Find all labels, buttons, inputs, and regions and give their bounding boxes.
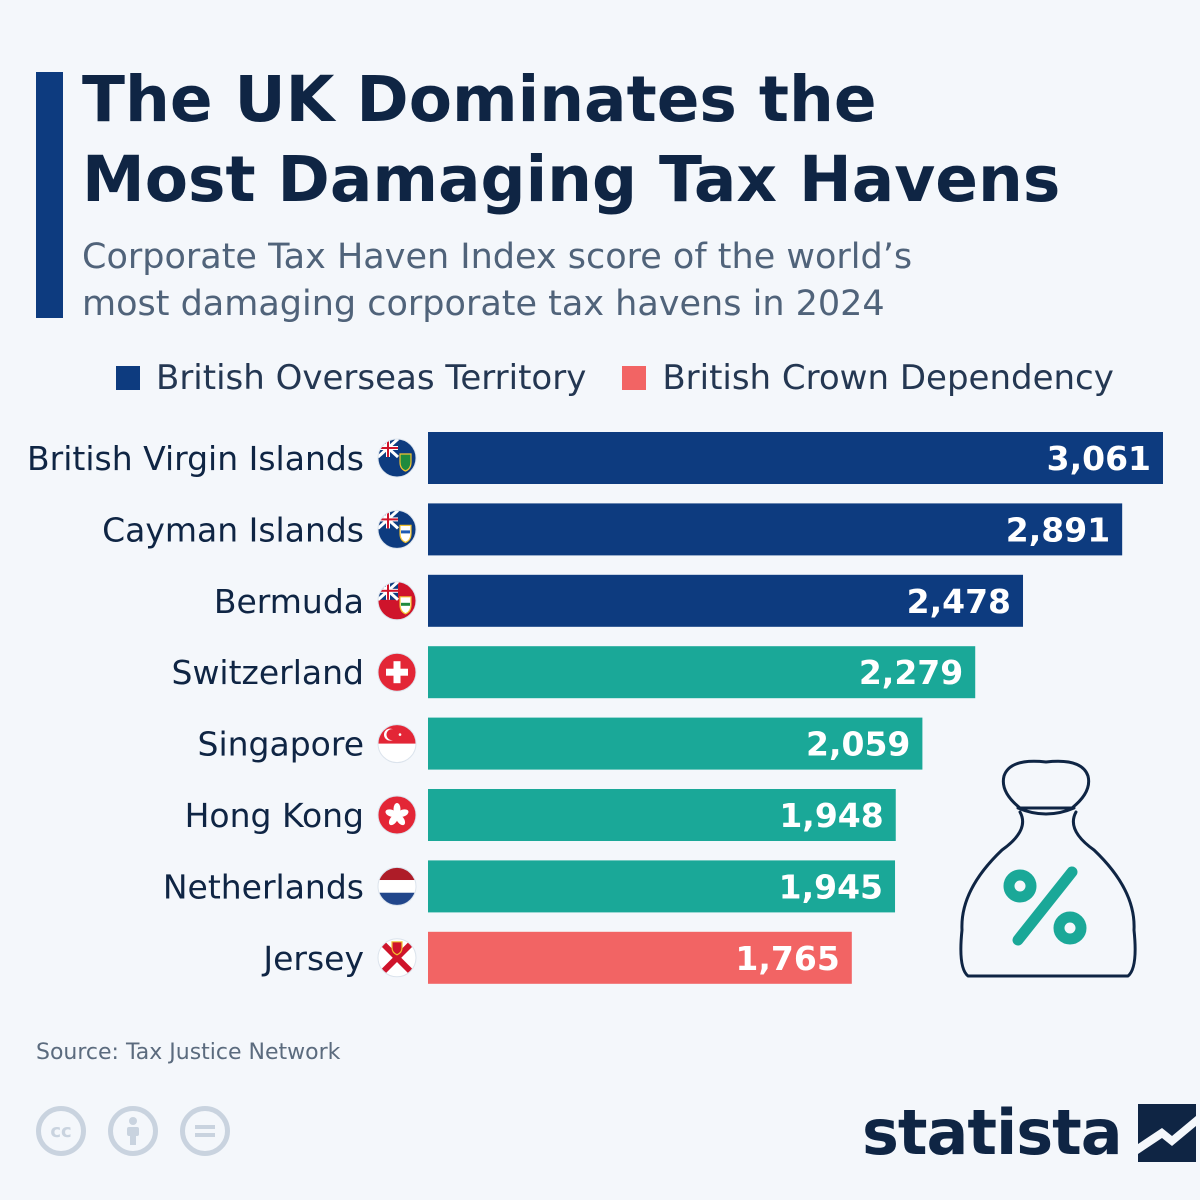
category-label-singapore: Singapore <box>198 725 364 764</box>
attribution-icon <box>108 1106 158 1156</box>
bermuda-flag-icon <box>377 581 417 621</box>
value-label-hong-kong: 1,948 <box>779 796 883 835</box>
category-label-cayman-islands: Cayman Islands <box>102 510 364 549</box>
legend-item-crown: British Crown Dependency <box>622 358 1114 398</box>
value-label-british-virgin-islands: 3,061 <box>1047 439 1151 478</box>
value-label-singapore: 2,059 <box>806 725 910 764</box>
bar-british-virgin-islands <box>428 432 1163 484</box>
subtitle-line-2: most damaging corporate tax havens in 20… <box>82 284 885 324</box>
value-label-cayman-islands: 2,891 <box>1006 510 1110 549</box>
legend-swatch-crown <box>622 366 647 390</box>
legend-swatch-overseas <box>116 366 140 390</box>
money-bag-percent-icon <box>959 759 1137 978</box>
value-label-switzerland: 2,279 <box>859 653 963 692</box>
category-label-hong-kong: Hong Kong <box>185 796 364 835</box>
bar-bermuda <box>428 574 1024 627</box>
category-label-jersey: Jersey <box>261 939 364 978</box>
cc-icon: cc <box>36 1106 86 1156</box>
hongkong-flag-icon <box>377 795 417 835</box>
value-label-jersey: 1,765 <box>735 939 839 978</box>
license-icons: cc <box>36 1106 252 1156</box>
swiss-flag-icon <box>377 652 417 692</box>
title-line-1: The UK Dominates the <box>82 63 877 136</box>
bar-singapore <box>428 717 923 770</box>
bar-jersey <box>428 931 852 984</box>
value-label-netherlands: 1,945 <box>779 867 883 906</box>
value-label-bermuda: 2,478 <box>907 582 1011 621</box>
category-label-netherlands: Netherlands <box>163 867 364 906</box>
no-derivatives-icon <box>180 1106 230 1156</box>
category-label-switzerland: Switzerland <box>172 653 365 692</box>
singapore-flag-icon <box>377 724 417 764</box>
legend-item-overseas: British Overseas Territory <box>116 358 586 398</box>
legend-label-crown: British Crown Dependency <box>662 358 1114 398</box>
source-note: Source: Tax Justice Network <box>36 1040 341 1065</box>
bar-hong-kong <box>428 789 896 841</box>
legend: British Overseas Territory British Crown… <box>116 356 1150 400</box>
title-accent-bar <box>36 72 63 318</box>
bvi-flag-icon <box>377 438 417 478</box>
chart-title: The UK Dominates the Most Damaging Tax H… <box>82 60 1162 220</box>
netherlands-flag-icon <box>377 866 417 906</box>
legend-label-overseas: British Overseas Territory <box>156 358 587 398</box>
bar-netherlands <box>428 860 896 913</box>
statista-mark-icon <box>1137 1104 1196 1162</box>
bar-cayman-islands <box>428 503 1123 556</box>
subtitle-line-1: Corporate Tax Haven Index score of the w… <box>82 237 913 277</box>
statista-logo[interactable]: statista <box>862 1098 1196 1168</box>
title-line-2: Most Damaging Tax Havens <box>82 143 1061 216</box>
brand-wordmark: statista <box>862 1096 1123 1169</box>
bar-switzerland <box>428 646 976 699</box>
category-label-bermuda: Bermuda <box>214 582 364 621</box>
percent-symbol-icon <box>1003 866 1087 946</box>
cayman-flag-icon <box>377 509 417 549</box>
category-label-british-virgin-islands: British Virgin Islands <box>27 439 364 478</box>
jersey-flag-icon <box>377 938 417 978</box>
chart-subtitle: Corporate Tax Haven Index score of the w… <box>82 234 1082 328</box>
